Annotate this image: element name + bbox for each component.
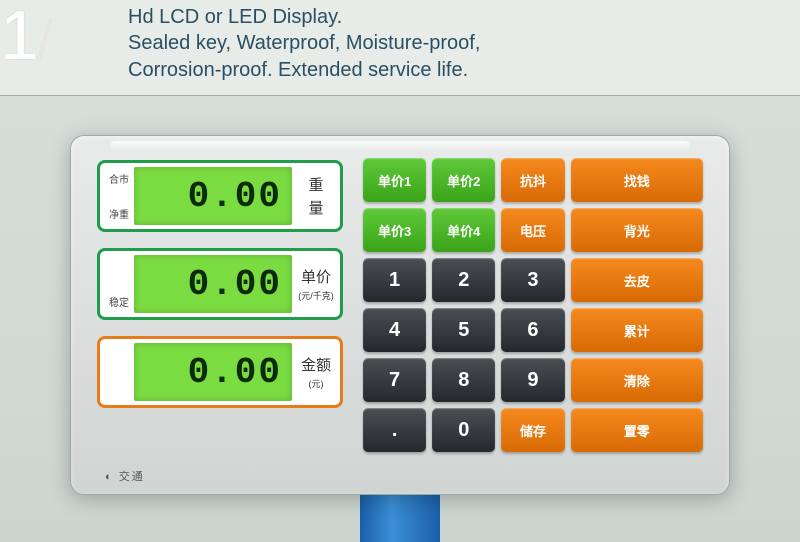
key--[interactable]: 储存 <box>501 408 564 452</box>
lcd-left-labels: 合市 净重 <box>104 167 134 225</box>
lcd-screen-price: 0.00 <box>134 255 292 313</box>
lcd-label: 金额 <box>301 354 331 375</box>
key--[interactable]: 电压 <box>501 208 564 252</box>
key--4[interactable]: 单价4 <box>432 208 495 252</box>
key--[interactable]: . <box>363 408 426 452</box>
header-description: Hd LCD or LED Display. Sealed key, Water… <box>128 4 480 83</box>
lcd-label: 净重 <box>104 206 134 221</box>
key--[interactable]: 找钱 <box>571 158 703 202</box>
lcd-total: 0.00 金额 (元) <box>97 336 343 408</box>
key-3[interactable]: 3 <box>501 258 564 302</box>
key-0[interactable]: 0 <box>432 408 495 452</box>
lcd-label: 重 <box>308 174 323 195</box>
key--[interactable]: 累计 <box>571 308 703 352</box>
key-5[interactable]: 5 <box>432 308 495 352</box>
header-line-2: Sealed key, Waterproof, Moisture-proof, <box>128 30 480 56</box>
lcd-label: 稳定 <box>104 294 134 309</box>
header-line-3: Corrosion-proof. Extended service life. <box>128 57 480 83</box>
header-line-1: Hd LCD or LED Display. <box>128 4 480 30</box>
lcd-label: (元) <box>309 377 324 390</box>
lcd-right-labels: 重 量 <box>292 167 336 225</box>
key-6[interactable]: 6 <box>501 308 564 352</box>
brand-logo: ◐ 交通 <box>105 468 145 484</box>
key--2[interactable]: 单价2 <box>432 158 495 202</box>
key-1[interactable]: 1 <box>363 258 426 302</box>
lcd-screen-total: 0.00 <box>134 343 292 401</box>
header-banner: 1 / Hd LCD or LED Display. Sealed key, W… <box>0 0 800 96</box>
key--[interactable]: 背光 <box>571 208 703 252</box>
keypad: 单价1单价2抗抖找钱单价3单价4电压背光123去皮456累计789清除.0储存置… <box>363 154 703 444</box>
key-8[interactable]: 8 <box>432 358 495 402</box>
lcd-left-labels <box>104 343 134 401</box>
header-numeral: 1 / <box>0 0 53 70</box>
lcd-weight: 合市 净重 0.00 重 量 <box>97 160 343 232</box>
lcd-label: (元/千克) <box>298 289 334 302</box>
step-slash: / <box>37 12 53 70</box>
scale-device: 合市 净重 0.00 重 量 稳定 0.00 <box>70 135 730 495</box>
key-2[interactable]: 2 <box>432 258 495 302</box>
lcd-right-labels: 单价 (元/千克) <box>292 255 336 313</box>
key--1[interactable]: 单价1 <box>363 158 426 202</box>
lcd-label: 合市 <box>104 171 134 186</box>
key-7[interactable]: 7 <box>363 358 426 402</box>
key--[interactable]: 去皮 <box>571 258 703 302</box>
step-number: 1 <box>0 0 39 70</box>
lcd-label: 量 <box>308 197 323 218</box>
device-frame: 合市 净重 0.00 重 量 稳定 0.00 <box>70 135 730 495</box>
key--[interactable]: 置零 <box>571 408 703 452</box>
device-panel: 合市 净重 0.00 重 量 稳定 0.00 <box>97 154 703 444</box>
lcd-label: 单价 <box>301 266 331 287</box>
key-9[interactable]: 9 <box>501 358 564 402</box>
key--3[interactable]: 单价3 <box>363 208 426 252</box>
lcd-right-labels: 金额 (元) <box>292 343 336 401</box>
lcd-left-labels: 稳定 <box>104 255 134 313</box>
key-4[interactable]: 4 <box>363 308 426 352</box>
lcd-unit-price: 稳定 0.00 单价 (元/千克) <box>97 248 343 320</box>
key--[interactable]: 抗抖 <box>501 158 564 202</box>
key--[interactable]: 清除 <box>571 358 703 402</box>
lcd-display-column: 合市 净重 0.00 重 量 稳定 0.00 <box>97 154 343 444</box>
lcd-screen-weight: 0.00 <box>134 167 292 225</box>
